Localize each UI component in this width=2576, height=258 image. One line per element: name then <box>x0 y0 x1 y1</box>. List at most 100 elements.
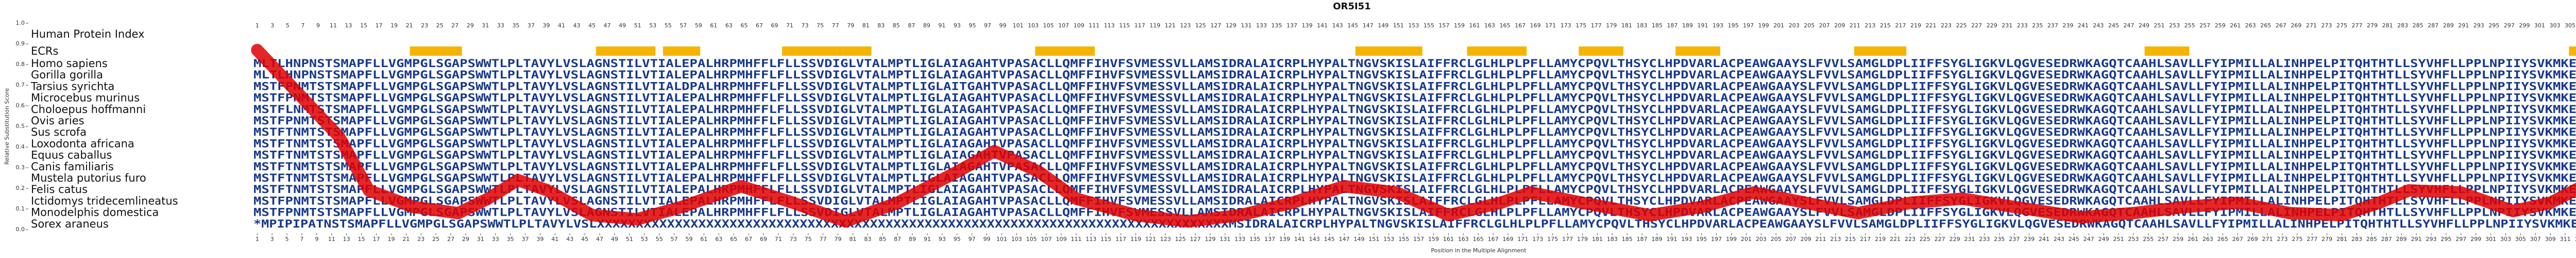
index-label: 237 <box>2047 22 2058 29</box>
sequence: MSTFPNMTSTSMAPFLLVGMPGLSGAPSWWTLPLTAVYLV… <box>253 92 2576 104</box>
index-label: 47 <box>604 22 611 29</box>
index-label: 293 <box>2473 22 2484 29</box>
y-tick-label: 0.8 <box>16 61 25 68</box>
index-label: 161 <box>1469 22 1480 29</box>
x-tick-label: 55 <box>656 236 663 243</box>
ecr-bar <box>663 46 701 56</box>
index-label: 73 <box>801 22 808 29</box>
index-label: 291 <box>2458 22 2469 29</box>
x-tick-label: 283 <box>2351 236 2362 243</box>
x-tick-label: 101 <box>996 236 1007 243</box>
y-tick-label: 0.9 <box>16 40 25 47</box>
x-tick-label: 17 <box>372 236 380 243</box>
x-tick-label: 147 <box>1339 236 1350 243</box>
x-tick-label: 165 <box>1473 236 1484 243</box>
index-label: 289 <box>2443 22 2454 29</box>
x-tick-label: 105 <box>1026 236 1037 243</box>
x-tick-label: 109 <box>1056 236 1066 243</box>
x-tick-label: 295 <box>2441 236 2451 243</box>
x-tick-label: 229 <box>1950 236 1960 243</box>
x-tick-label: 299 <box>2470 236 2481 243</box>
index-label: 157 <box>1438 22 1449 29</box>
index-label: 69 <box>771 22 778 29</box>
x-tick-label: 207 <box>1786 236 1797 243</box>
index-label: 55 <box>665 22 672 29</box>
x-tick-label: 159 <box>1428 236 1439 243</box>
sequence: MSTFLNMTSTSMAPFLLVGMPGLSGAPSWWTLPLTAVYLV… <box>253 103 2576 116</box>
y-axis-title: Relative Substitution Score <box>4 88 10 165</box>
index-label: 203 <box>1789 22 1800 29</box>
index-label: 135 <box>1272 22 1282 29</box>
species-name: Mustela putorius furo <box>31 172 146 184</box>
x-tick-label: 309 <box>2545 236 2556 243</box>
x-axis-title: Position in the Multiple Alignment <box>1431 247 1527 254</box>
index-label: 251 <box>2154 22 2165 29</box>
index-label: 39 <box>543 22 550 29</box>
x-tick-label: 277 <box>2307 236 2317 243</box>
x-tick-label: 37 <box>521 236 529 243</box>
x-tick-label: 29 <box>462 236 469 243</box>
sequence: MSTFTNMTSTSMAPFLLVGMPGLSGAPSWWTLPLTAVYLV… <box>253 183 2576 196</box>
sequence: MSTFPNMTSTSMAPFLLVGMPGLSGAPSWWTLPLTAVYLV… <box>253 80 2576 92</box>
index-label: 21 <box>406 22 413 29</box>
x-tick-label: 13 <box>343 236 350 243</box>
index-label: 87 <box>908 22 915 29</box>
y-tick-label: 0.3 <box>16 164 25 171</box>
index-label: 49 <box>619 22 626 29</box>
x-tick-label: 251 <box>2113 236 2124 243</box>
y-tick-label: 0.2 <box>16 185 25 191</box>
index-label: 225 <box>1956 22 1967 29</box>
x-tick-label: 201 <box>1741 236 1752 243</box>
index-label: 59 <box>695 22 702 29</box>
x-tick-label: 45 <box>581 236 588 243</box>
index-label: 99 <box>999 22 1006 29</box>
index-label: 5 <box>286 22 290 29</box>
x-tick-label: 103 <box>1011 236 1022 243</box>
index-label: 31 <box>482 22 489 29</box>
x-tick-label: 71 <box>775 236 782 243</box>
x-tick-label: 177 <box>1562 236 1573 243</box>
x-tick-label: 155 <box>1398 236 1409 243</box>
x-tick-label: 11 <box>328 236 335 243</box>
x-tick-label: 9 <box>315 236 318 243</box>
x-tick-label: 143 <box>1309 236 1320 243</box>
x-tick-label: 73 <box>790 236 797 243</box>
x-tick-label: 205 <box>1771 236 1782 243</box>
index-label: 37 <box>528 22 535 29</box>
index-label: 249 <box>2139 22 2149 29</box>
index-label: 61 <box>710 22 717 29</box>
x-tick-label: 53 <box>641 236 648 243</box>
y-tick-label: 0.6 <box>16 102 25 109</box>
index-label: 233 <box>2017 22 2028 29</box>
x-tick-label: 87 <box>894 236 901 243</box>
sequence: MSTFTNMTSTSMAPFLLVGMPGLSGAPSWWTLPLTAVYLV… <box>253 149 2576 162</box>
ecr-bar <box>410 46 462 56</box>
x-tick-label: 83 <box>864 236 871 243</box>
index-label: 9 <box>316 22 320 29</box>
index-label: 183 <box>1636 22 1647 29</box>
x-tick-label: 81 <box>849 236 856 243</box>
index-label: 63 <box>725 22 733 29</box>
x-tick-label: 187 <box>1637 236 1648 243</box>
x-tick-label: 5 <box>285 236 289 243</box>
index-label: 57 <box>680 22 687 29</box>
x-tick-label: 151 <box>1368 236 1379 243</box>
x-tick-label: 211 <box>1815 236 1826 243</box>
x-tick-label: 117 <box>1115 236 1126 243</box>
x-tick-label: 291 <box>2411 236 2422 243</box>
index-label: 25 <box>436 22 444 29</box>
x-tick-label: 23 <box>417 236 425 243</box>
index-label: 123 <box>1180 22 1191 29</box>
index-label: 257 <box>2199 22 2210 29</box>
x-tick-label: 91 <box>924 236 931 243</box>
index-label: 181 <box>1621 22 1632 29</box>
index-label: 281 <box>2382 22 2393 29</box>
index-label: 219 <box>1910 22 1921 29</box>
chart-title: OR5I51 <box>1333 1 1370 12</box>
index-label: 85 <box>893 22 900 29</box>
index-label: 89 <box>923 22 930 29</box>
index-label: 245 <box>2108 22 2119 29</box>
x-tick-label: 7 <box>300 236 303 243</box>
sequence: MLTLHNPNSTSMAPFLLVGMPGLSGAPSWWTLPLTAVYLV… <box>253 69 2576 81</box>
index-label: 301 <box>2534 22 2545 29</box>
